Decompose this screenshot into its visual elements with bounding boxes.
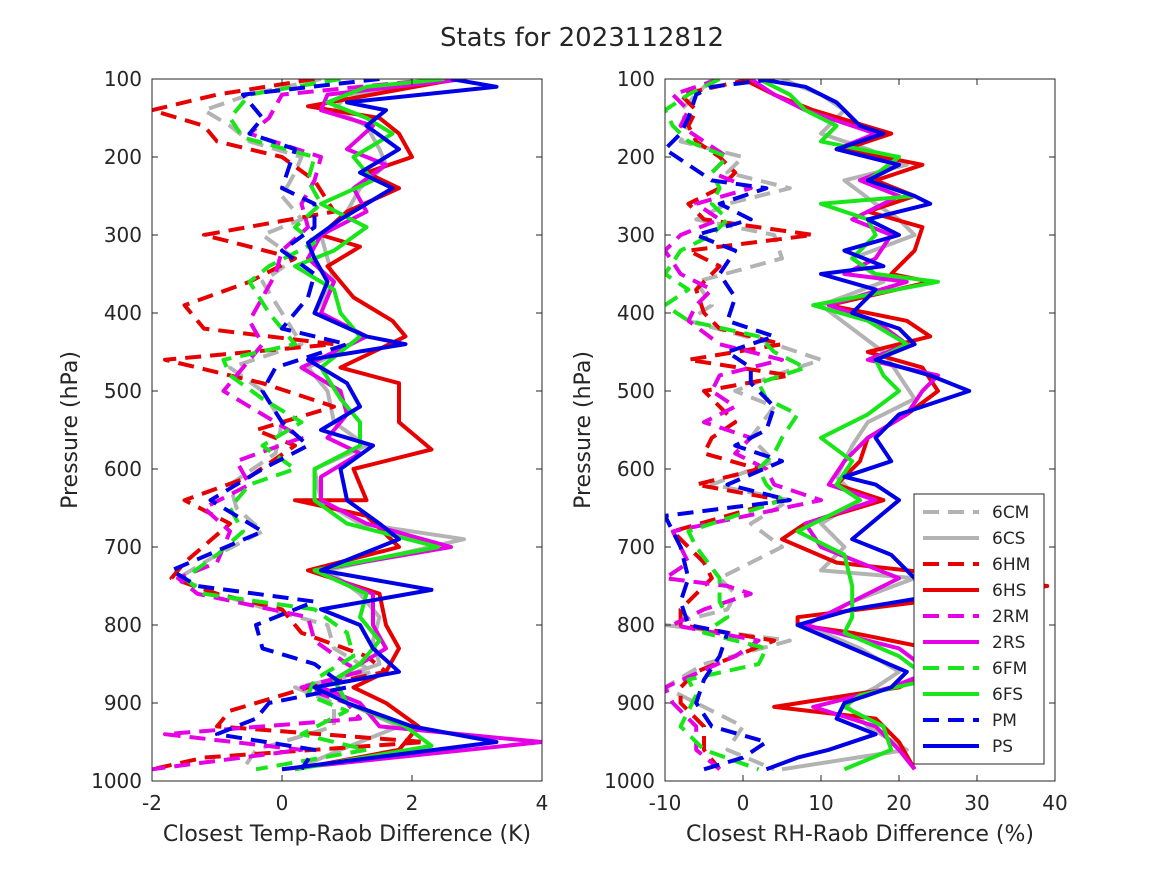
right-y-tick-label: 500 [617,379,655,403]
left-x-tick-label: 2 [406,791,419,815]
left-y-tick-label: 100 [104,67,142,91]
right-ticks: -10 0 10 20 30 40 100 200 300 400 500 600 700 800 900 1… [604,67,1068,815]
right-y-tick-label: 900 [617,691,655,715]
left-x-tick-label: -2 [142,791,162,815]
legend-label-6cm: 6CM [992,503,1029,523]
right-y-tick-label: 200 [617,145,655,169]
left-y-axis-label: Pressure (hPa) [58,351,83,509]
left-x-tick-label: 0 [276,791,289,815]
right-series-ps [758,79,972,772]
legend-label-2rm: 2RM [992,607,1029,627]
legend-label-6hm: 6HM [992,555,1030,575]
right-y-tick-label: 700 [617,535,655,559]
left-series-ps [281,79,499,772]
left-x-tick-label: 4 [536,791,549,815]
right-y-tick-label: 300 [617,223,655,247]
left-y-tick-label: 800 [104,613,142,637]
right-series-6cm [665,79,823,772]
right-x-tick-label: 40 [1042,791,1067,815]
right-series-2rm [665,79,823,771]
left-y-tick-label: 600 [104,457,142,481]
right-y-tick-label: 1000 [604,769,655,793]
left-x-axis-label: Closest Temp-Raob Difference (K) [163,822,531,847]
right-x-tick-label: 0 [737,791,750,815]
right-x-axis-label: Closest RH-Raob Difference (%) [686,822,1034,847]
right-series-group [665,79,1050,772]
figure-title: Stats for 2023112812 [440,23,724,53]
legend-label-6fs: 6FS [992,685,1023,705]
right-y-axis-label: Pressure (hPa) [571,351,596,509]
left-y-tick-label: 700 [104,535,142,559]
right-x-tick-label: 20 [886,791,911,815]
legend-label-ps: PS [992,737,1013,757]
right-y-tick-label: 100 [617,67,655,91]
left-y-tick-label: 1000 [91,769,142,793]
left-y-tick-label: 200 [104,145,142,169]
right-x-tick-label: 10 [808,791,833,815]
right-y-tick-label: 400 [617,301,655,325]
left-series-group [152,79,542,772]
legend: 6CM 6CS 6HM 6HS 2RM 2RS 6FM 6FS PM PS [913,493,1045,765]
right-x-tick-label: 30 [964,791,989,815]
left-ticks: -2 0 2 4 100 200 300 400 500 600 700 800 900 1000 [91,67,548,815]
right-x-tick-label: -10 [649,791,682,815]
legend-label-2rs: 2RS [992,633,1025,653]
right-axes-frame [664,78,1056,782]
right-y-tick-label: 800 [617,613,655,637]
left-y-tick-label: 900 [104,691,142,715]
right-series-pm [665,79,792,772]
left-y-tick-label: 400 [104,301,142,325]
left-y-tick-label: 500 [104,379,142,403]
left-panel: -2 0 2 4 100 200 300 400 500 600 700 800 900 1000 Clo… [58,67,548,847]
left-axes-frame [151,78,543,782]
left-series-pm [169,79,380,771]
legend-label-pm: PM [992,711,1017,731]
left-y-tick-label: 300 [104,223,142,247]
left-series-6fm [182,79,369,772]
legend-label-6fm: 6FM [992,659,1027,679]
right-panel: -10 0 10 20 30 40 100 200 300 400 500 600 700 800 900 1… [571,67,1068,847]
legend-label-6cs: 6CS [992,529,1025,549]
right-series-2rs [749,79,940,771]
legend-label-6hs: 6HS [992,581,1026,601]
right-y-tick-label: 600 [617,457,655,481]
